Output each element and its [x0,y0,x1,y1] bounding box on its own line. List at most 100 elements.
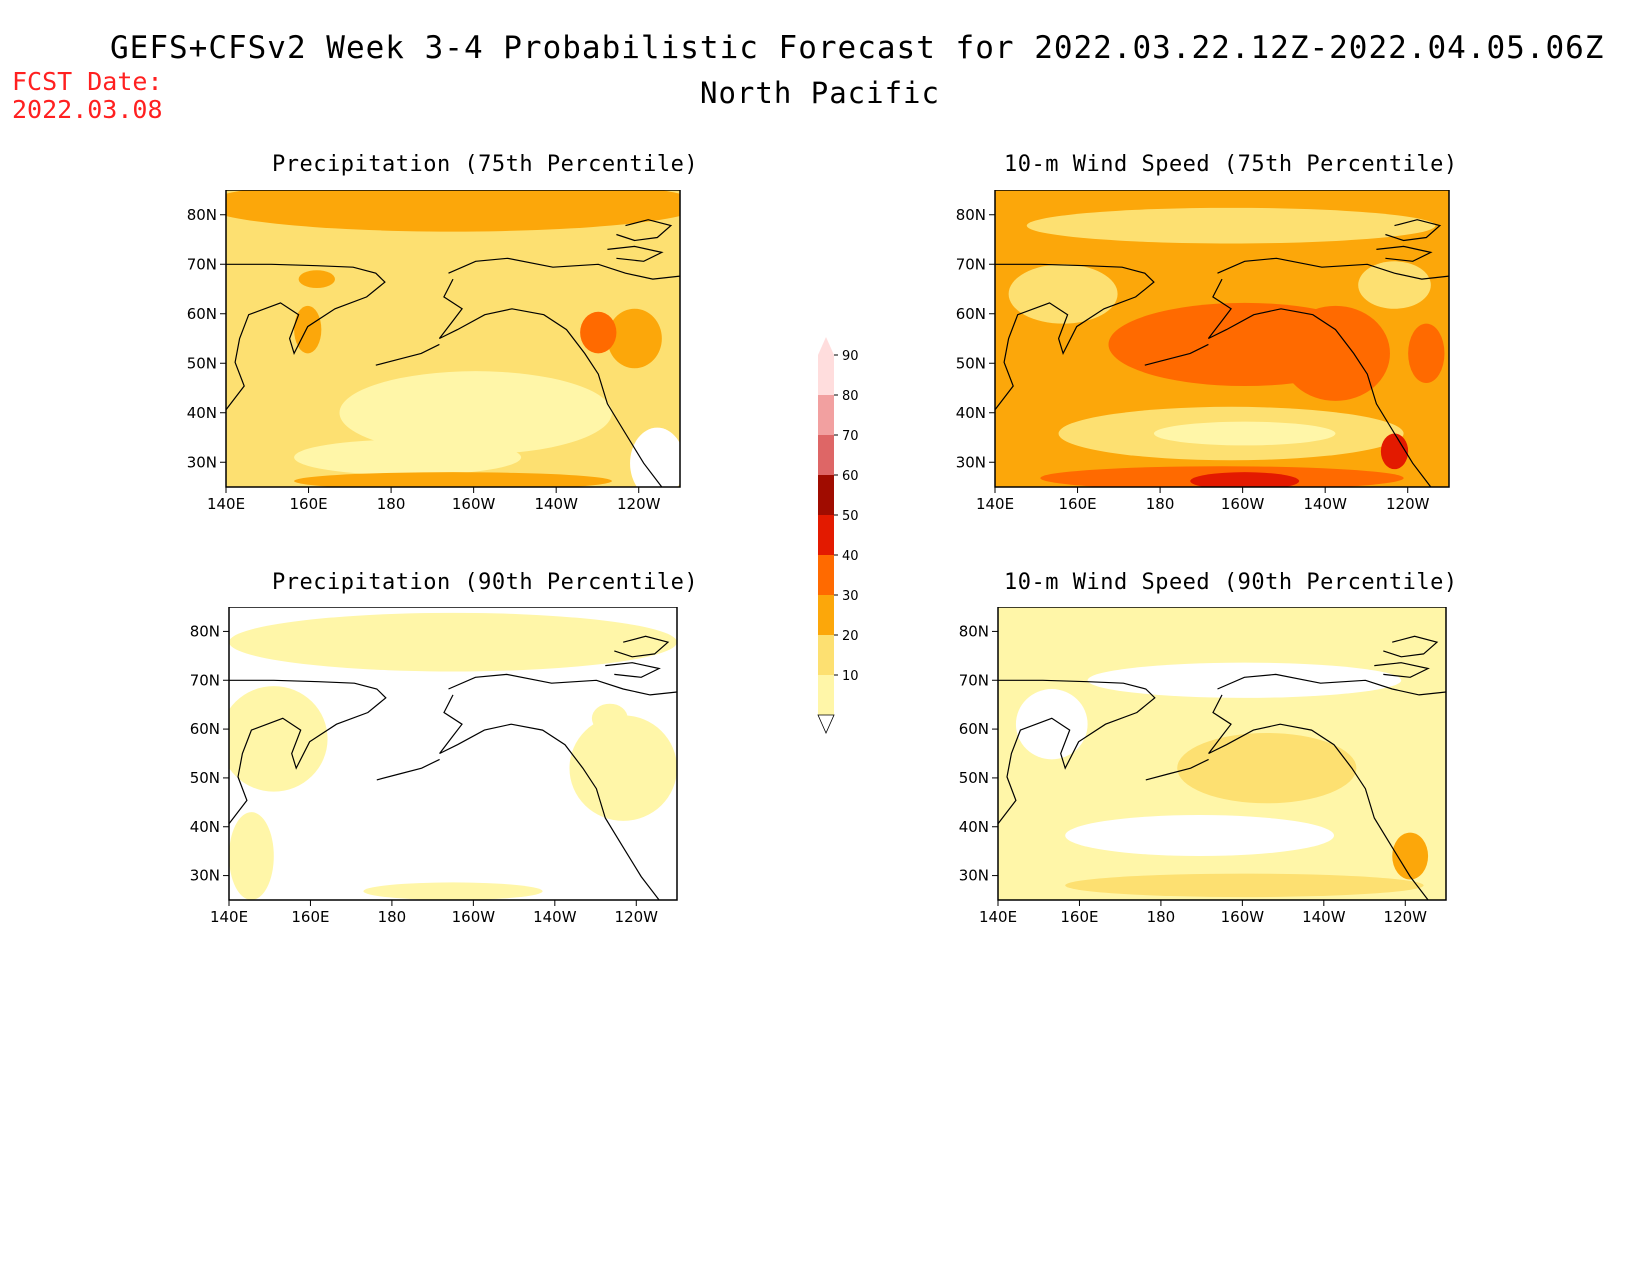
coastline [616,219,673,242]
probability-region [294,305,322,354]
lat-tick-label: 40N [956,404,986,422]
lon-tick-label: 140W [1303,495,1347,513]
lat-tick-label: 80N [190,622,220,640]
colorbar-bottom-arrow [817,714,835,734]
lat-tick-label: 30N [956,453,986,471]
probability-region [363,882,543,900]
lat-tick-label: 60N [190,720,220,738]
shaded-field [998,607,1446,900]
colorbar-label: 80 [842,389,859,404]
main-title: GEFS+CFSv2 Week 3-4 Probabilistic Foreca… [110,30,1605,66]
colorbar-segment [818,355,834,395]
probability-region [298,270,335,289]
probability-region [1358,261,1431,309]
probability-region [1380,433,1409,470]
map-plot-svg: 140E 160E 180 160W 140W 120W 80N 70N 60N 50N 40N 30… [187,190,681,513]
lat-tick-label: 30N [959,867,989,885]
colorbar-segment [818,475,834,515]
coastline [614,635,670,658]
region-subtitle: North Pacific [700,76,940,110]
coastline [229,679,387,825]
coastline [439,694,660,900]
lon-tick-label: 140E [976,495,1014,513]
probability-region [607,308,662,369]
colorbar-segment [818,515,834,555]
lat-tick-label: 30N [190,867,220,885]
coastline [1217,257,1449,280]
probability-region [1190,472,1300,487]
panel-title-wind-90: 10-m Wind Speed (90th Percentile) [1004,570,1458,595]
coastline [998,679,1156,825]
colorbar-top-arrow [818,337,834,355]
lon-tick-label: 160W [1221,495,1265,513]
map-plot-svg: 140E 160E 180 160W 140W 120W 80N 70N 60N 50N 40N 30… [190,607,678,926]
probability-region [294,472,612,487]
lon-tick-label: 180 [377,495,406,513]
lat-tick-label: 80N [959,622,989,640]
probability-region [1065,815,1334,857]
coastline [1208,694,1429,900]
lat-tick-label: 70N [956,255,986,273]
lon-tick-label: 120W [615,908,659,926]
probability-region [229,686,328,792]
probability-region [1153,421,1336,446]
lon-tick-label: 160E [1058,495,1096,513]
probability-region [294,439,522,476]
lat-tick-label: 60N [187,305,217,323]
colorbar-label: 90 [842,349,859,364]
panel-title-wind-75: 10-m Wind Speed (75th Percentile) [1004,152,1458,177]
coastline [1374,662,1430,678]
lon-tick-label: 180 [378,908,407,926]
colorbar-segment [818,635,834,675]
lat-tick-label: 40N [959,818,989,836]
colorbar-label: 40 [842,549,859,564]
panel-title-precip-90: Precipitation (90th Percentile) [272,570,699,595]
lat-tick-label: 40N [190,818,220,836]
probability-region [1177,732,1357,804]
probability-region [1087,662,1402,698]
colorbar-segment [818,595,834,635]
lon-tick-label: 160E [1060,908,1098,926]
panel-title-precip-75: Precipitation (75th Percentile) [272,152,699,177]
coastline [1144,343,1209,366]
probability-region [580,311,617,354]
probability-region [1281,305,1390,401]
colorbar-segment [818,555,834,595]
lat-tick-label: 50N [187,354,217,372]
lat-tick-label: 60N [956,305,986,323]
lat-tick-label: 30N [187,453,217,471]
map-frame [997,607,1447,901]
probability-region [569,715,677,821]
colorbar-label: 30 [842,589,859,604]
colorbar-svg: 10 20 30 40 50 60 70 80 90 [817,337,859,734]
lon-tick-label: 120W [1384,908,1428,926]
lat-tick-label: 50N [190,769,220,787]
shaded-field [995,190,1449,487]
probability-region [1026,207,1436,244]
probability-region [630,427,680,487]
probability-region [1065,873,1424,898]
probability-region [229,612,677,672]
probability-region [1392,832,1429,880]
lon-tick-label: 140E [210,908,248,926]
lon-tick-label: 140W [534,495,578,513]
probability-region [1008,264,1118,324]
coastline [448,673,677,696]
coastline [1385,219,1442,242]
lon-tick-label: 120W [1386,495,1430,513]
colorbar-label: 10 [842,669,859,684]
shaded-field [226,190,680,487]
probability-region [229,812,274,900]
probability-region [1408,323,1445,384]
lon-tick-label: 140E [979,908,1017,926]
coastline [605,662,661,678]
lon-tick-label: 160W [452,495,496,513]
probability-region [591,703,628,733]
lon-tick-label: 160W [452,908,496,926]
lon-tick-label: 140E [207,495,245,513]
colorbar-segment [818,435,834,475]
probability-region [226,190,680,232]
colorbar-label: 70 [842,429,859,444]
lat-tick-label: 70N [187,255,217,273]
coastline [1207,278,1432,487]
